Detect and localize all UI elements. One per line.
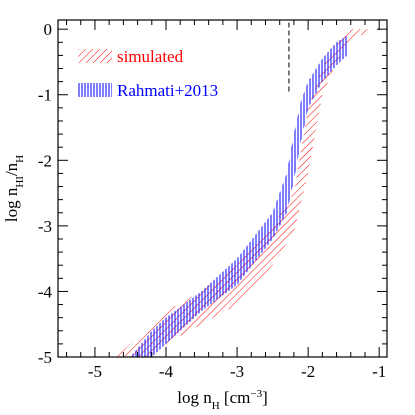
axis-label-part: −3 xyxy=(250,388,262,400)
x-axis-label: log nH [cm−3] xyxy=(177,388,268,412)
y-tick-label: -1 xyxy=(38,86,52,105)
axis-label-part: H xyxy=(212,400,220,412)
band xyxy=(116,29,369,357)
x-tick-label: -4 xyxy=(159,362,174,381)
legend-swatch xyxy=(78,49,112,63)
x-tick-label: -5 xyxy=(88,362,102,381)
legend-swatch xyxy=(78,83,112,97)
y-tick-label: -5 xyxy=(38,348,52,367)
plot-area xyxy=(116,29,369,357)
x-tick-label: -2 xyxy=(301,362,315,381)
band xyxy=(130,35,348,357)
axis-label-part: [cm xyxy=(220,388,251,407)
axis-label-part: ] xyxy=(262,388,268,407)
y-tick-label: -4 xyxy=(38,282,53,301)
y-tick-label: -2 xyxy=(38,151,52,170)
y-tick-label: 0 xyxy=(44,20,53,39)
x-tick-label: -3 xyxy=(230,362,244,381)
y-tick-label: -3 xyxy=(38,217,52,236)
x-tick-label: -1 xyxy=(372,362,386,381)
axis-label-part: HI xyxy=(14,176,26,188)
legend-label: Rahmati+2013 xyxy=(117,81,218,100)
axis-label-part: H xyxy=(14,155,26,163)
axis-label-part: log n xyxy=(177,388,212,407)
axis-label-part: /n xyxy=(2,162,21,176)
y-axis-label: log nHI/nH xyxy=(2,155,26,222)
legend-label: simulated xyxy=(117,47,184,66)
axis-label-part: log n xyxy=(2,187,21,222)
